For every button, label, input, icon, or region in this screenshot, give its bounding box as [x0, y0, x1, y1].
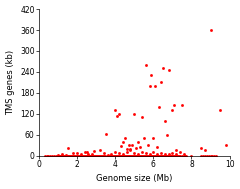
X-axis label: Genome size (Mb): Genome size (Mb)	[96, 174, 173, 184]
Y-axis label: TMS genes (kb): TMS genes (kb)	[6, 50, 15, 115]
